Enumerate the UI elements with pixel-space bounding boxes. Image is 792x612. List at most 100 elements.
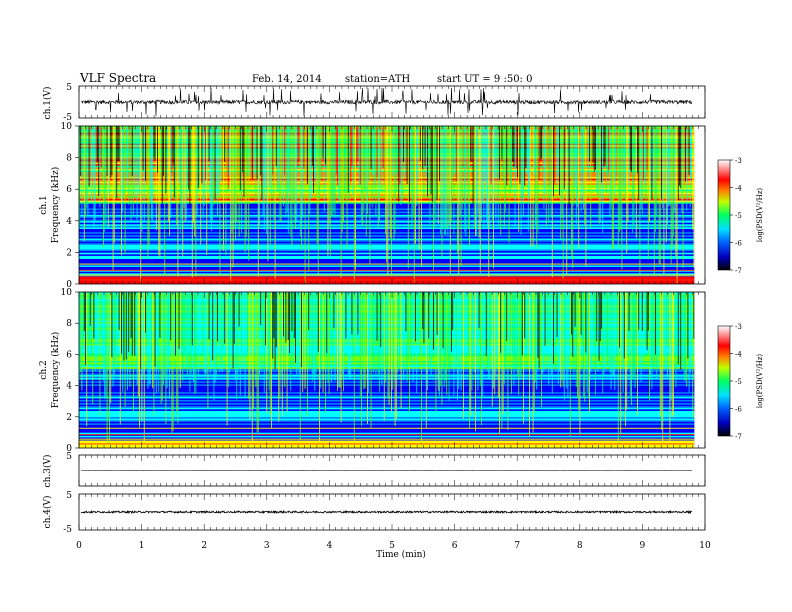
colorbar-tick-label: -7 <box>735 267 742 275</box>
spectrogram-streak <box>371 126 373 208</box>
spectrogram-streak <box>368 126 370 182</box>
spectrogram-streak <box>265 126 266 188</box>
spectrogram-streak <box>260 292 262 326</box>
time-tick-label: 5 <box>389 541 395 551</box>
spectrogram-streak <box>455 126 457 182</box>
spectrogram-streak <box>229 126 230 176</box>
spectrogram-streak <box>502 126 504 183</box>
spectrogram-streak <box>257 292 259 433</box>
spectrogram-streak <box>523 292 524 424</box>
spectrogram-streak <box>351 126 353 166</box>
spectrogram-streak <box>607 126 608 176</box>
spectrogram-streak <box>521 126 523 198</box>
spectrogram-streak <box>365 292 367 353</box>
spectrogram-streak <box>136 126 138 221</box>
spectrogram-streak <box>284 292 286 387</box>
spectrogram-streak <box>621 126 623 270</box>
time-tick-label: 2 <box>201 541 207 551</box>
spectrogram-streak <box>433 126 434 272</box>
spectrogram-streak <box>665 126 667 243</box>
spectrogram-streak <box>478 292 480 329</box>
spectrogram-streak <box>608 126 610 171</box>
spectrogram-streak <box>117 126 119 162</box>
spectrogram-band <box>79 435 695 438</box>
spectrogram-streak <box>625 292 626 427</box>
spectrogram-streak <box>281 292 283 416</box>
spectrogram-streak <box>316 126 318 244</box>
spectrogram-streak <box>93 292 95 339</box>
spectrogram-streak <box>217 292 218 342</box>
spectrogram-streak <box>657 126 659 179</box>
spectrogram-streak <box>644 126 646 185</box>
spectrogram-band <box>79 401 695 404</box>
spectrogram-streak <box>322 292 324 393</box>
spectrogram-band <box>79 424 695 427</box>
spectrogram-streak <box>206 292 208 374</box>
spectrogram-streak <box>218 292 220 354</box>
spectrogram-streak <box>481 292 482 426</box>
spectrogram-streak <box>479 292 481 386</box>
spectrogram-streak <box>464 126 466 232</box>
freq-tick-label: 8 <box>66 319 72 329</box>
spectrogram-streak <box>674 292 676 345</box>
spectrogram-band <box>79 391 695 394</box>
spectrogram-streak <box>529 126 530 197</box>
spectrogram-streak <box>592 292 594 345</box>
spectrogram-streak <box>111 292 113 358</box>
spectrogram-streak <box>94 292 96 371</box>
spectrogram-streak <box>176 126 178 225</box>
spectrogram-streak <box>386 292 388 350</box>
spectrogram-streak <box>249 292 251 420</box>
spectrogram-streak <box>400 126 402 206</box>
spectrogram-band <box>79 351 695 354</box>
spectrogram-streak <box>470 126 472 162</box>
spectrogram-streak <box>377 126 379 228</box>
spectrogram-streak <box>628 292 630 331</box>
spectrogram-streak <box>316 292 318 351</box>
spectrogram-streak <box>99 292 101 417</box>
spectrogram-streak <box>245 292 247 356</box>
spectrogram-band <box>79 357 695 360</box>
spectrogram-streak <box>129 292 131 387</box>
spectrogram-band <box>79 373 695 375</box>
spectrogram-streak <box>609 292 611 373</box>
spectrogram-streak <box>551 292 553 394</box>
spectrogram-streak <box>413 126 415 283</box>
spectrogram-streak <box>689 292 691 374</box>
spectrogram-streak <box>421 126 422 267</box>
spectrogram-streak <box>482 292 484 397</box>
spectrogram-streak <box>322 126 324 159</box>
spectrogram-streak <box>382 292 384 371</box>
spectrogram-streak <box>583 126 584 210</box>
spectrogram-streak <box>339 292 341 388</box>
spectrogram-streak <box>320 292 322 389</box>
spectrogram-streak <box>232 292 234 369</box>
spectrogram-streak <box>181 292 182 347</box>
spectrogram-band <box>79 370 695 372</box>
spectrogram-streak <box>285 126 287 218</box>
spectrogram-streak <box>277 292 278 367</box>
spectrogram-streak <box>669 126 671 206</box>
spectrogram-streak <box>104 292 106 400</box>
spectrogram-streak <box>237 292 239 380</box>
spectrogram-streak <box>129 126 131 164</box>
spectrogram-streak <box>585 292 587 353</box>
spectrogram-streak <box>292 126 294 201</box>
spectrogram-streak <box>361 292 362 426</box>
spectrogram-streak <box>641 292 643 331</box>
spectrogram-streak <box>597 126 599 196</box>
spectrogram-streak <box>112 126 114 272</box>
spectrogram-streak <box>560 126 562 239</box>
spectrogram-streak <box>566 126 568 275</box>
spectrogram-streak <box>526 292 528 347</box>
spectrogram-streak <box>627 292 629 358</box>
spectrogram-streak <box>683 126 685 186</box>
spectrogram-band <box>79 376 695 379</box>
spectrogram-streak <box>157 292 158 357</box>
spectrogram-streak <box>628 126 630 190</box>
spectrogram-streak <box>393 292 395 374</box>
spectrogram-band <box>79 398 695 400</box>
spectrogram-streak <box>82 292 84 349</box>
spectrogram-streak <box>115 292 116 353</box>
